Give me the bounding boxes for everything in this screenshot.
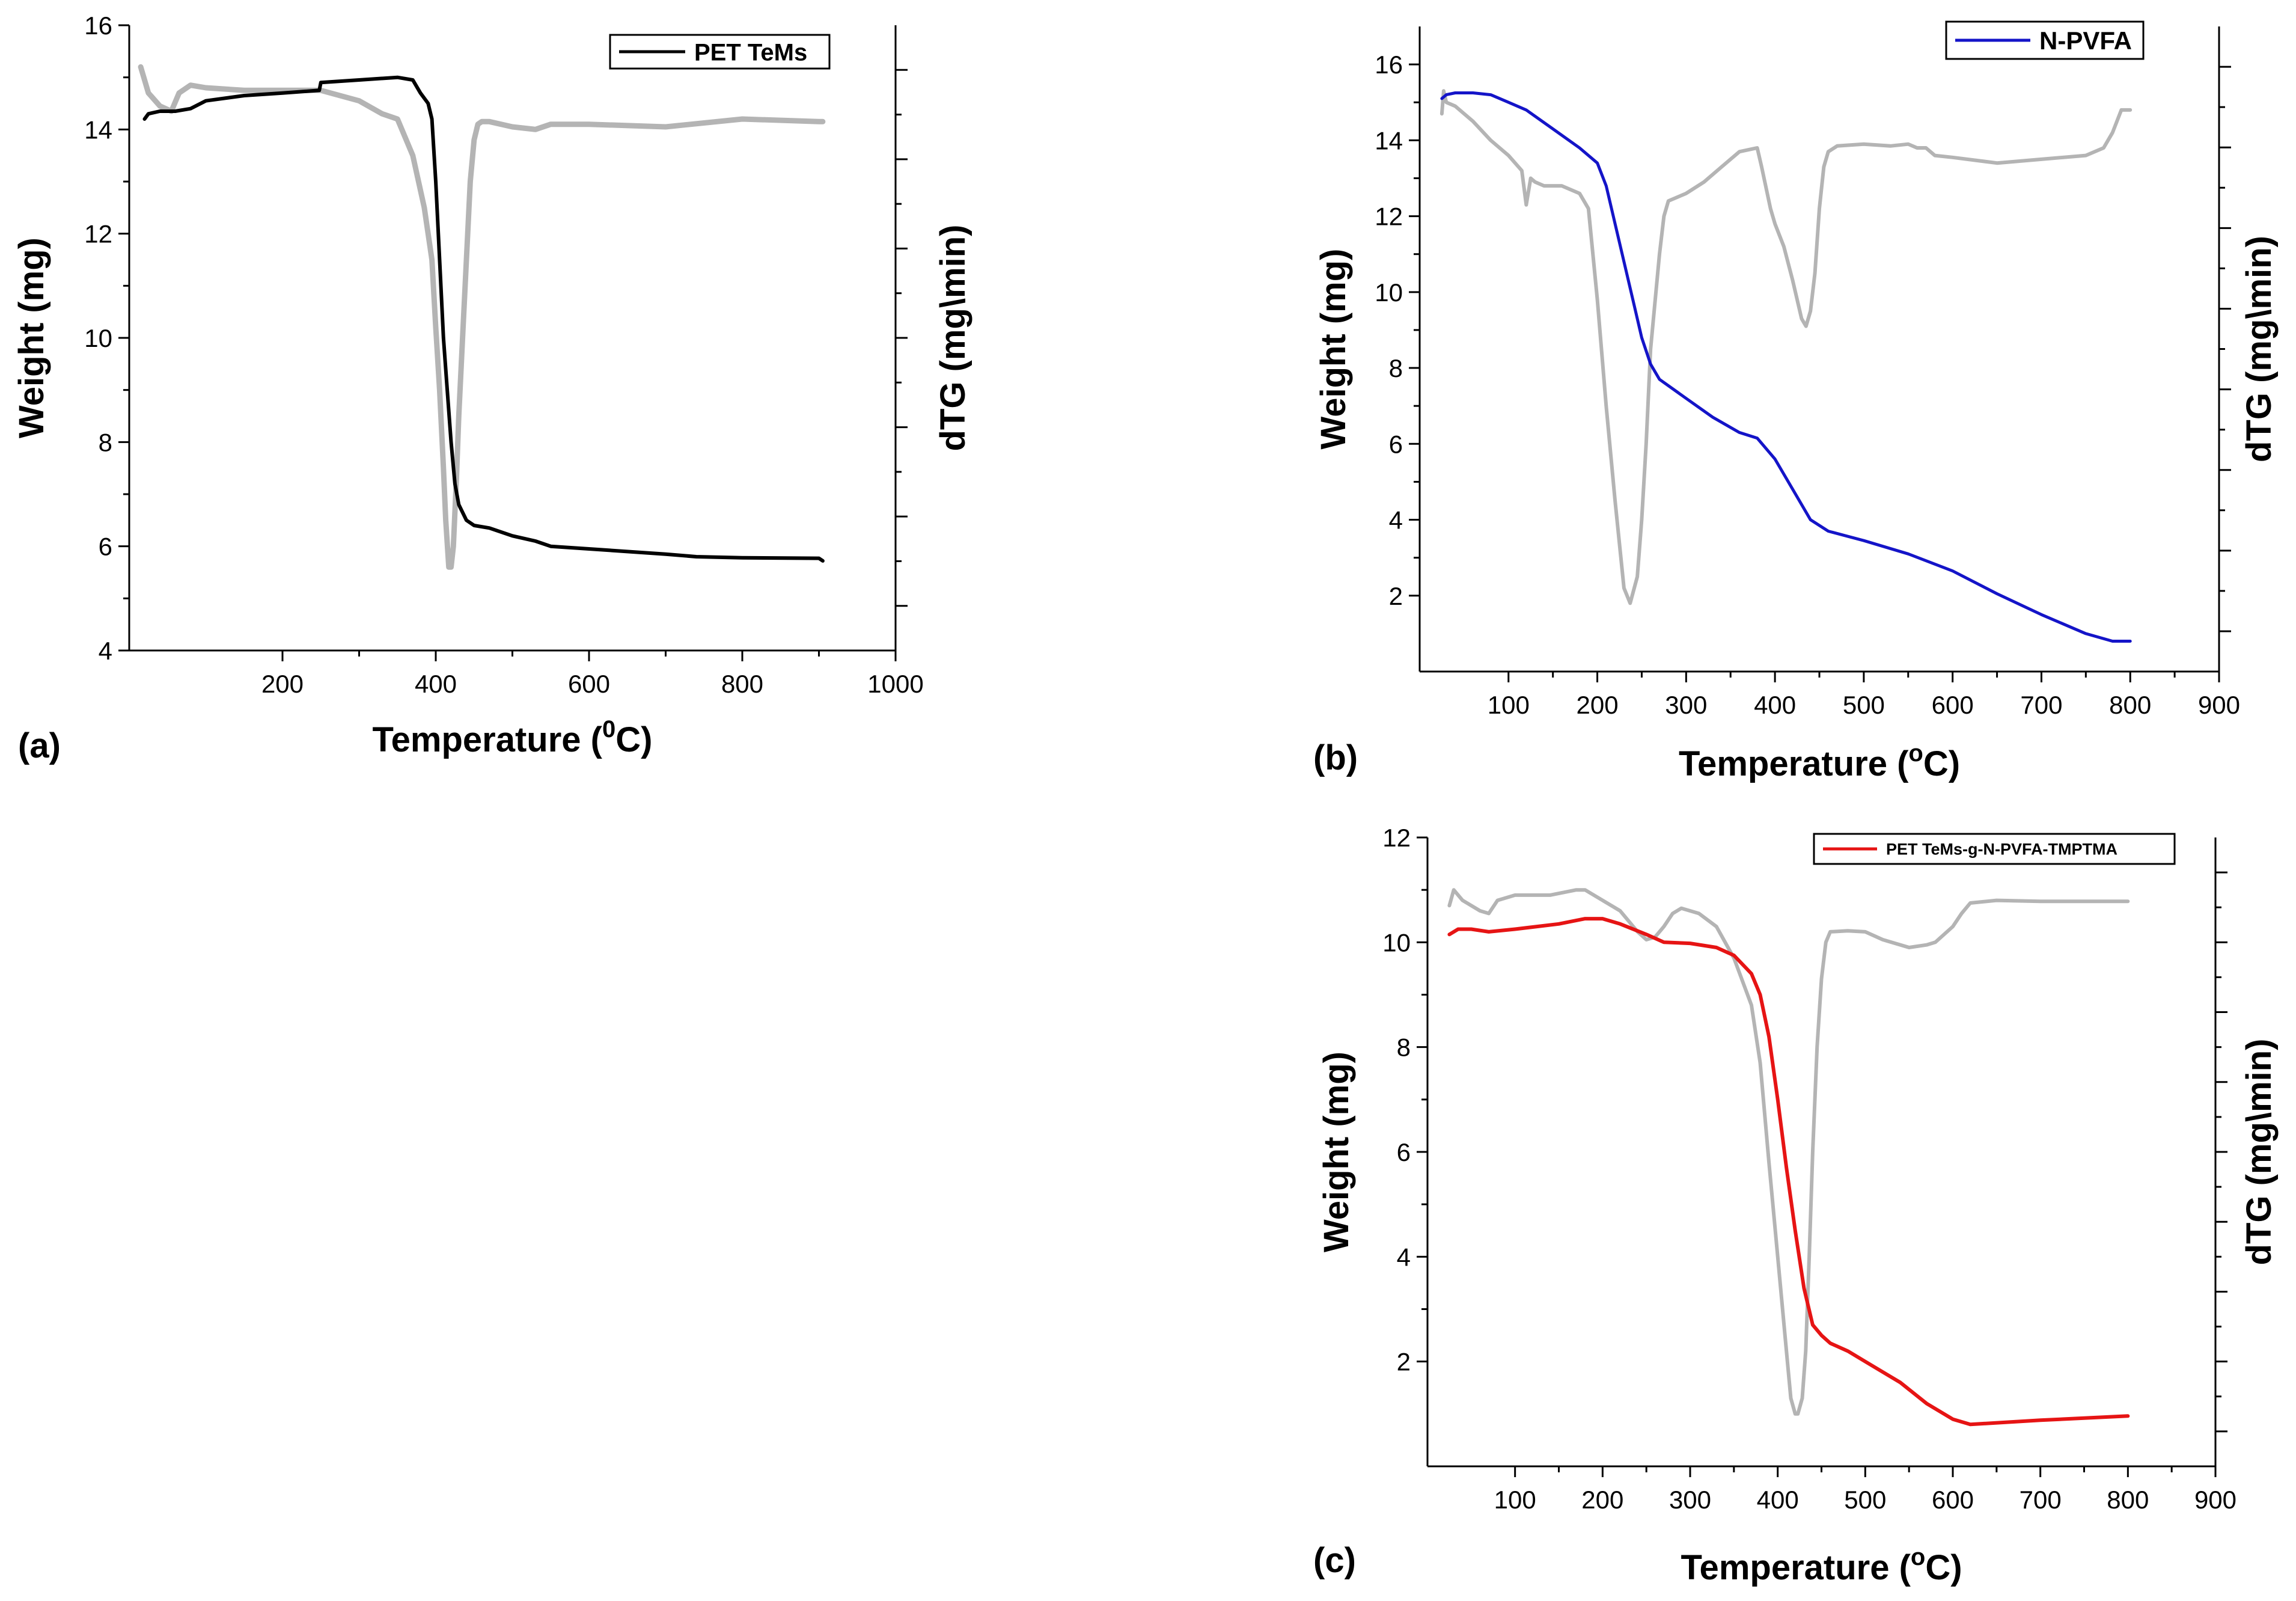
y-axis-title: Weight (mg) xyxy=(12,237,51,438)
x-axis-title-main: Temperature ( xyxy=(1681,1548,1911,1587)
x-axis-title: Temperature (0C) xyxy=(373,716,653,759)
chart-panel-a: 200 400 600 800 1000 4 6 8 10 12 14 16 PET TeMs Weigh… xyxy=(12,11,972,765)
y-tick-label: 12 xyxy=(84,220,112,248)
weight-curve xyxy=(1440,91,2132,643)
x-axis-title: Temperature (oC) xyxy=(1679,740,1960,783)
y-tick-label: 16 xyxy=(84,11,112,40)
x-axis-title-superscript: 0 xyxy=(602,716,615,742)
dtg-curve xyxy=(138,64,826,570)
legend-label: PET TeMs-g-N-PVFA-TMPTMA xyxy=(1886,840,2117,859)
y-tick-label: 16 xyxy=(1375,51,1403,79)
x-tick-label: 200 xyxy=(1581,1486,1623,1514)
y-tick-label: 10 xyxy=(1375,278,1403,307)
weight-curve xyxy=(1447,917,2130,1427)
x-tick-label: 600 xyxy=(1932,691,1974,719)
y-tick-label: 4 xyxy=(1397,1243,1411,1271)
x-axis-title: Temperature (oC) xyxy=(1681,1544,1962,1587)
y2-axis-title: dTG (mg\min) xyxy=(2240,1039,2279,1266)
x-tick-label: 800 xyxy=(2107,1486,2149,1514)
panel-label: (c) xyxy=(1313,1541,1356,1580)
x-tick-label: 1000 xyxy=(867,670,923,698)
x-tick-label: 800 xyxy=(721,670,763,698)
legend-label: PET TeMs xyxy=(694,39,807,66)
y-tick-label: 8 xyxy=(99,428,112,456)
x-tick-label: 500 xyxy=(1844,1486,1886,1514)
x-axis-title-main: Temperature ( xyxy=(373,720,603,759)
x-tick-label: 400 xyxy=(1754,691,1796,719)
y-axis-title: Weight (mg) xyxy=(1317,1052,1356,1252)
y-axis-title: Weight (mg) xyxy=(1314,249,1353,450)
y-tick-label: 8 xyxy=(1389,354,1403,382)
y-tick-label: 2 xyxy=(1397,1348,1411,1376)
x-axis-title-end: C) xyxy=(1925,1548,1962,1587)
x-tick-label: 200 xyxy=(261,670,304,698)
y-tick-label: 14 xyxy=(84,115,112,144)
legend: PET TeMs-g-N-PVFA-TMPTMA xyxy=(1813,833,2176,865)
x-tick-label: 800 xyxy=(2109,691,2151,719)
x-tick-label: 200 xyxy=(1577,691,1619,719)
x-axis-title-main: Temperature ( xyxy=(1679,744,1909,783)
legend-label: N-PVFA xyxy=(2039,26,2132,55)
panel-label: (b) xyxy=(1313,738,1358,777)
x-tick-label: 400 xyxy=(1757,1486,1799,1514)
legend: N-PVFA xyxy=(1945,20,2145,60)
x-axis-title-end: C) xyxy=(1923,744,1960,783)
x-axis-title-end: C) xyxy=(615,720,652,759)
y-tick-label: 6 xyxy=(1397,1138,1411,1166)
x-tick-label: 900 xyxy=(2194,1486,2236,1514)
x-tick-label: 100 xyxy=(1488,691,1530,719)
y-tick-label: 12 xyxy=(1382,824,1411,852)
weight-curve xyxy=(142,75,825,563)
y-tick-label: 12 xyxy=(1375,203,1403,231)
x-tick-label: 900 xyxy=(2198,691,2240,719)
x-tick-label: 500 xyxy=(1843,691,1885,719)
x-tick-label: 300 xyxy=(1669,1486,1711,1514)
dtg-curve xyxy=(1440,89,2133,605)
y2-axis-title: dTG (mg\min) xyxy=(2240,236,2279,462)
y-tick-label: 4 xyxy=(99,637,112,665)
x-axis-title-superscript: o xyxy=(1911,1544,1925,1570)
x-tick-label: 100 xyxy=(1494,1486,1536,1514)
x-tick-label: 600 xyxy=(1932,1486,1974,1514)
y-tick-label: 10 xyxy=(84,324,112,352)
y-tick-label: 8 xyxy=(1397,1033,1411,1062)
y-tick-label: 4 xyxy=(1389,506,1403,534)
y-tick-label: 14 xyxy=(1375,126,1403,155)
chart-panel-c: 100 200 300 400 500 600 700 800 900 2 4 6 8 10 12 PET T… xyxy=(1313,824,2279,1587)
x-tick-label: 300 xyxy=(1665,691,1707,719)
y2-axis-title: dTG (mg\min) xyxy=(933,225,972,452)
chart-panel-b: 100 200 300 400 500 600 700 800 900 2 4 6 8 10 12 14 16 N… xyxy=(1313,20,2279,783)
x-tick-label: 700 xyxy=(2020,1486,2062,1514)
x-tick-label: 400 xyxy=(415,670,457,698)
y-tick-label: 6 xyxy=(1389,430,1403,458)
y-tick-label: 10 xyxy=(1382,928,1411,957)
panel-label: (a) xyxy=(18,726,61,765)
y-tick-label: 6 xyxy=(99,533,112,561)
y-tick-label: 2 xyxy=(1389,582,1403,610)
x-tick-label: 700 xyxy=(2020,691,2062,719)
x-tick-label: 600 xyxy=(568,670,610,698)
dtg-curve xyxy=(1447,888,2130,1416)
legend: PET TeMs xyxy=(609,34,831,70)
x-axis-title-superscript: o xyxy=(1908,740,1923,767)
